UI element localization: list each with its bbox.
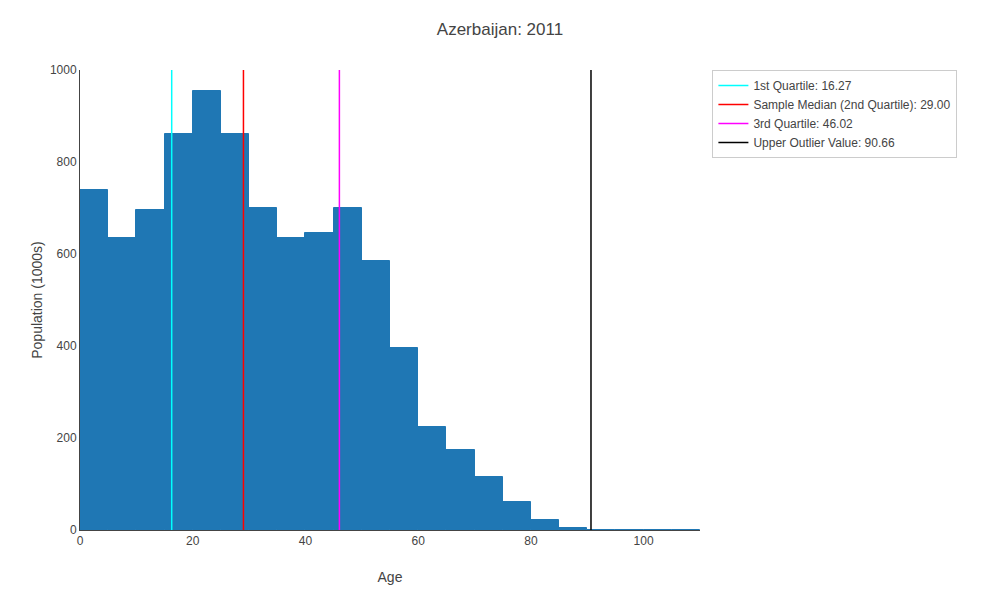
svg-text:Azerbaijan: 2011: Azerbaijan: 2011 <box>437 20 563 39</box>
svg-text:Age: Age <box>378 569 403 585</box>
svg-text:0: 0 <box>70 523 77 537</box>
svg-text:0: 0 <box>77 534 84 548</box>
svg-text:40: 40 <box>299 534 313 548</box>
svg-text:800: 800 <box>57 155 77 169</box>
svg-text:Sample Median (2nd Quartile):: Sample Median (2nd Quartile): 29.00 <box>753 98 950 112</box>
svg-text:20: 20 <box>186 534 200 548</box>
svg-text:Upper Outlier Value: 90.66: Upper Outlier Value: 90.66 <box>753 136 895 150</box>
svg-text:400: 400 <box>57 339 77 353</box>
svg-text:80: 80 <box>524 534 538 548</box>
svg-text:60: 60 <box>412 534 426 548</box>
svg-text:Population (1000s): Population (1000s) <box>29 241 45 359</box>
svg-text:3rd Quartile: 46.02: 3rd Quartile: 46.02 <box>753 117 853 131</box>
svg-text:1st Quartile: 16.27: 1st Quartile: 16.27 <box>753 79 851 93</box>
svg-text:1000: 1000 <box>50 63 77 77</box>
svg-text:600: 600 <box>57 247 77 261</box>
svg-text:200: 200 <box>57 431 77 445</box>
svg-text:100: 100 <box>634 534 654 548</box>
